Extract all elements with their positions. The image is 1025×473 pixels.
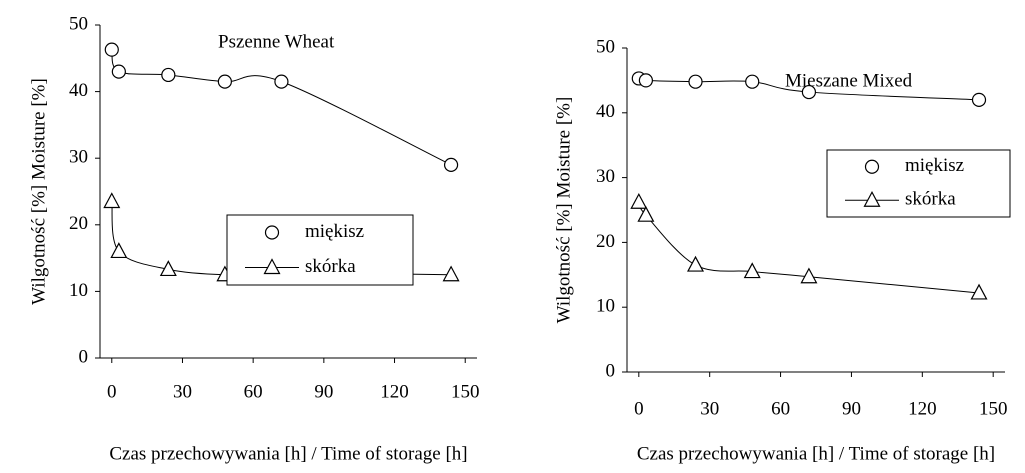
y-tick-label: 10 bbox=[69, 280, 88, 301]
x-axis-label: Czas przechowywania [h] / Time of storag… bbox=[109, 443, 467, 464]
triangle-marker bbox=[637, 205, 655, 222]
x-tick-label: 90 bbox=[314, 381, 333, 402]
triangle-marker bbox=[800, 267, 818, 284]
chart-title: Mieszane Mixed bbox=[785, 70, 913, 91]
legend-label: miękisz bbox=[305, 221, 364, 242]
legend-marker bbox=[264, 225, 280, 240]
x-tick-label: 120 bbox=[908, 398, 937, 419]
legend-marker bbox=[263, 258, 281, 275]
x-tick-label: 0 bbox=[107, 381, 117, 402]
circle-marker bbox=[745, 74, 760, 89]
x-tick-label: 150 bbox=[451, 381, 480, 402]
y-axis-label: Wilgotność [%] Moisture [%] bbox=[553, 97, 574, 324]
legend-label: skórka bbox=[305, 256, 356, 277]
x-tick-label: 120 bbox=[380, 381, 409, 402]
y-tick-label: 20 bbox=[69, 213, 88, 234]
legend-marker bbox=[864, 159, 880, 174]
x-tick-label: 0 bbox=[634, 398, 644, 419]
triangle-marker bbox=[110, 242, 128, 259]
triangle-marker bbox=[442, 265, 460, 282]
circle-marker bbox=[274, 74, 289, 89]
y-tick-label: 0 bbox=[79, 346, 89, 367]
circle-marker bbox=[111, 64, 126, 79]
legend-label: skórka bbox=[905, 189, 956, 210]
legend-box bbox=[226, 214, 414, 286]
x-tick-label: 60 bbox=[244, 381, 263, 402]
triangle-marker bbox=[159, 260, 177, 277]
x-tick-label: 90 bbox=[842, 398, 861, 419]
circle-marker bbox=[801, 84, 817, 100]
legend-label: miękisz bbox=[905, 155, 964, 176]
triangle-marker bbox=[630, 192, 648, 209]
y-axis-label: Wilgotność [%] Moisture [%] bbox=[28, 78, 49, 305]
legend-box bbox=[826, 149, 1011, 218]
circle-marker bbox=[161, 67, 176, 83]
y-tick-label: 30 bbox=[69, 147, 88, 168]
x-axis-label: Czas przechowywania [h] / Time of storag… bbox=[637, 443, 995, 464]
y-tick-label: 40 bbox=[69, 80, 88, 101]
chart-title: Pszenne Wheat bbox=[218, 31, 335, 52]
triangle-marker bbox=[970, 283, 988, 300]
circle-marker bbox=[638, 73, 654, 88]
y-tick-label: 20 bbox=[596, 231, 615, 252]
series-line bbox=[111, 49, 452, 166]
x-tick-label: 30 bbox=[173, 381, 192, 402]
y-tick-label: 10 bbox=[596, 296, 615, 317]
triangle-marker bbox=[103, 192, 121, 209]
legend-marker bbox=[863, 190, 881, 207]
x-tick-label: 60 bbox=[771, 398, 790, 419]
y-tick-label: 50 bbox=[596, 36, 615, 57]
y-tick-label: 0 bbox=[606, 360, 616, 381]
circle-marker bbox=[688, 74, 703, 89]
circle-marker bbox=[971, 92, 987, 107]
circle-marker bbox=[104, 42, 119, 57]
x-tick-label: 150 bbox=[979, 398, 1008, 419]
circle-marker bbox=[443, 157, 459, 172]
y-tick-label: 50 bbox=[69, 13, 88, 34]
y-tick-label: 30 bbox=[596, 166, 615, 187]
y-tick-label: 40 bbox=[596, 101, 615, 122]
circle-marker bbox=[217, 74, 232, 89]
x-tick-label: 30 bbox=[700, 398, 719, 419]
triangle-marker bbox=[743, 262, 761, 279]
triangle-marker bbox=[687, 255, 705, 272]
